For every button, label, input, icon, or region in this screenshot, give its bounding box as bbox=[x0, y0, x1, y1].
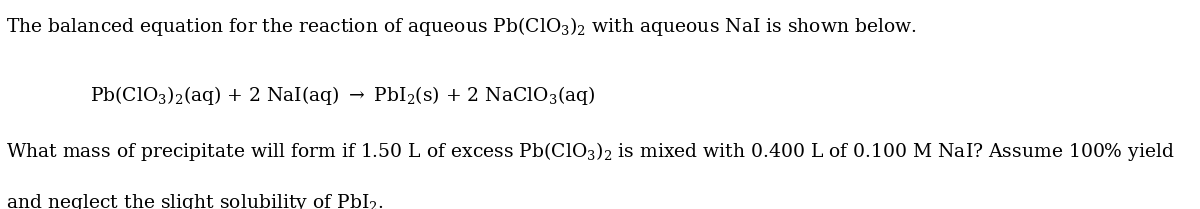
Text: The balanced equation for the reaction of aqueous Pb(ClO$_{3}$)$_{2}$ with aqueo: The balanced equation for the reaction o… bbox=[6, 15, 917, 38]
Text: What mass of precipitate will form if 1.50 L of excess Pb(ClO$_{3}$)$_{2}$ is mi: What mass of precipitate will form if 1.… bbox=[6, 140, 1175, 163]
Text: Pb(ClO$_{3}$)$_{2}$(aq) + 2 NaI(aq) $\rightarrow$ PbI$_{2}$(s) + 2 NaClO$_{3}$(a: Pb(ClO$_{3}$)$_{2}$(aq) + 2 NaI(aq) $\ri… bbox=[90, 84, 595, 107]
Text: and neglect the slight solubility of PbI$_{2}$.: and neglect the slight solubility of PbI… bbox=[6, 192, 384, 209]
